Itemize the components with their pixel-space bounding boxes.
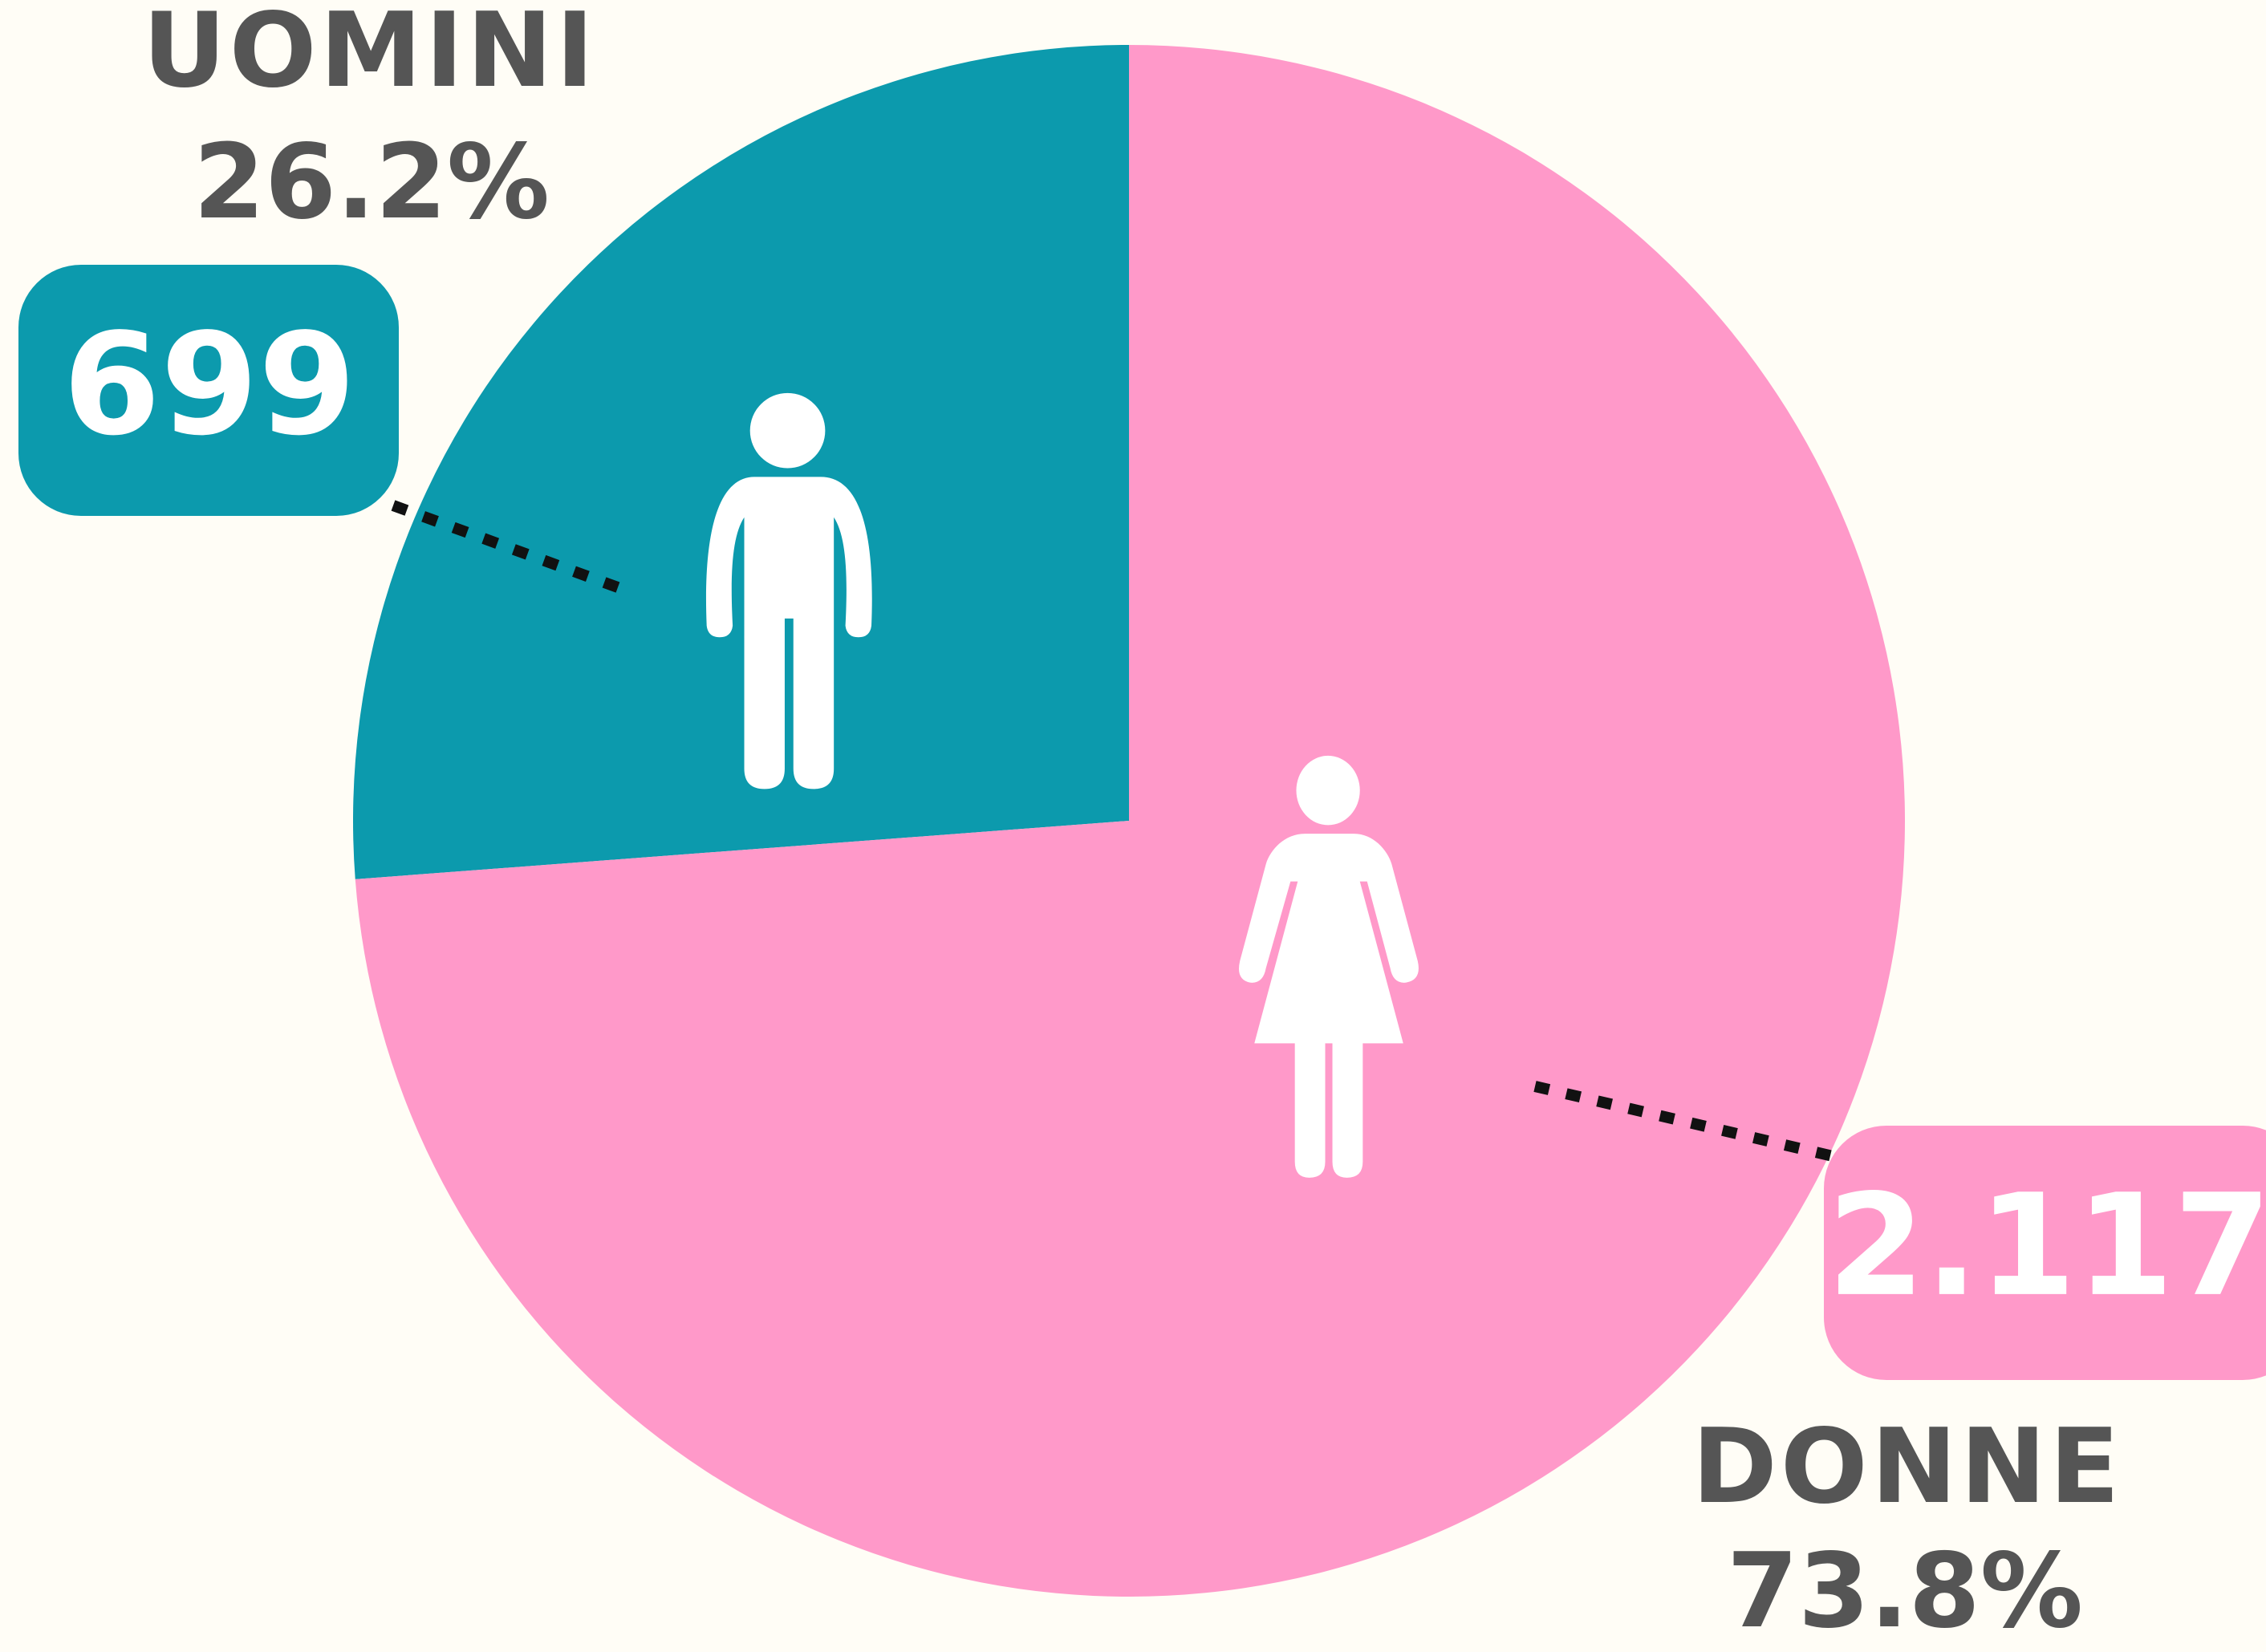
count-box xyxy=(1824,1126,2266,1380)
category-label: DONNE xyxy=(1692,1407,2123,1527)
percent-label: 26.2% xyxy=(193,123,550,242)
percent-label: 73.8% xyxy=(1727,1532,2083,1651)
count-box xyxy=(18,265,399,516)
pie xyxy=(352,45,1905,1597)
woman-icon xyxy=(1239,755,1419,1178)
count-label: 699 xyxy=(63,304,355,467)
icons xyxy=(705,392,1419,1178)
pie-slice xyxy=(355,45,1905,1597)
man-icon xyxy=(705,392,872,789)
pie-slice xyxy=(352,45,1129,879)
count-label: 2.117 xyxy=(1827,1165,2266,1328)
leader-line xyxy=(391,500,627,595)
category-label: UOMINI xyxy=(143,0,598,111)
